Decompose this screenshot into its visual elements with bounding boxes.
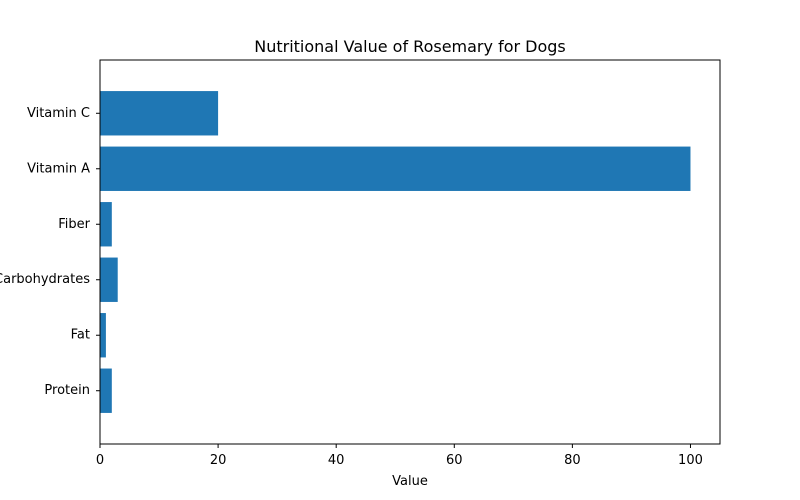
x-tick-label-40: 40 <box>328 453 345 468</box>
y-axis: Protein Fat Carbohydrates Fiber Vitamin A Vit… <box>0 106 100 398</box>
bar-vitamin-c <box>100 91 219 136</box>
y-tick-label-vitamin-c: Vitamin C <box>27 106 90 121</box>
x-tick-label-100: 100 <box>678 453 703 468</box>
x-tick-label-60: 60 <box>446 453 463 468</box>
y-tick-label-fat: Fat <box>71 328 90 343</box>
bar-carbohydrates <box>100 257 118 302</box>
y-tick-label-carbohydrates: Carbohydrates <box>0 272 90 287</box>
bar-vitamin-a <box>100 146 691 191</box>
x-tick-label-20: 20 <box>210 453 227 468</box>
x-axis: 0 20 40 60 80 100 <box>96 444 703 468</box>
bar-fat <box>100 313 106 358</box>
x-axis-label: Value <box>392 474 428 489</box>
y-tick-label-fiber: Fiber <box>58 217 90 232</box>
bar-protein <box>100 368 112 413</box>
chart-title: Nutritional Value of Rosemary for Dogs <box>254 37 566 56</box>
y-tick-label-protein: Protein <box>44 383 90 398</box>
bar-fiber <box>100 202 112 247</box>
x-tick-label-0: 0 <box>96 453 104 468</box>
x-tick-label-80: 80 <box>564 453 581 468</box>
bars-group <box>100 91 691 413</box>
plot-frame <box>99 59 721 445</box>
y-tick-label-vitamin-a: Vitamin A <box>27 161 90 176</box>
